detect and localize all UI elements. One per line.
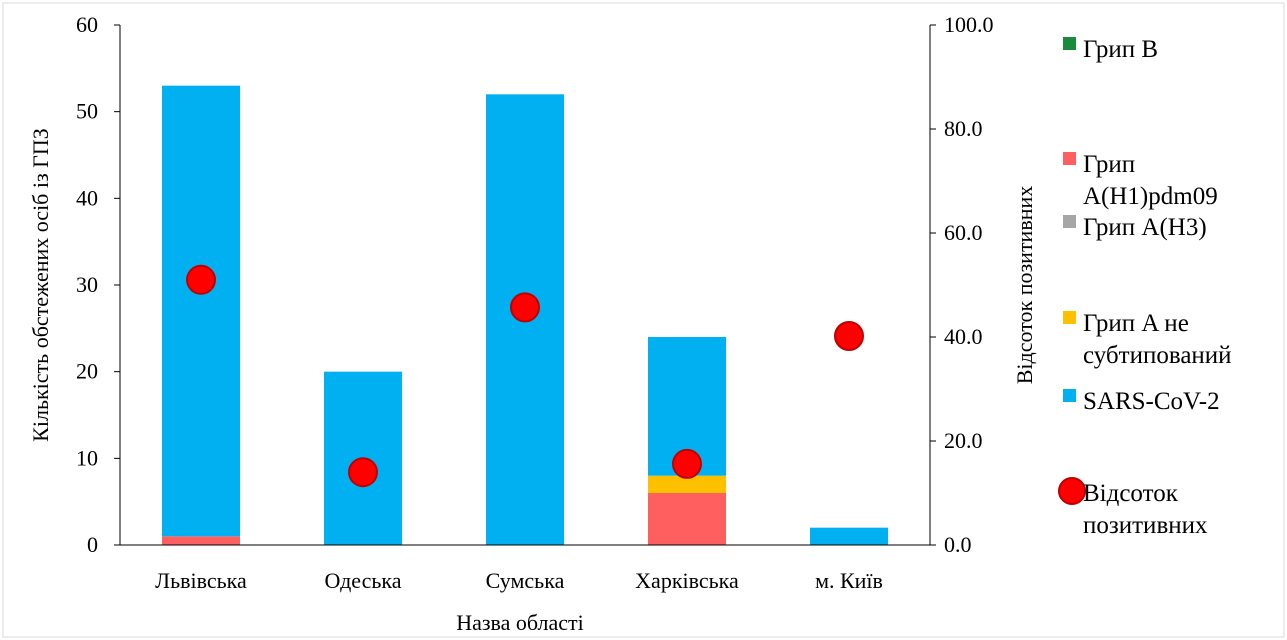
x-tick-label: Сумська xyxy=(486,568,565,593)
bar-грип-a-h1-pdm09-4 xyxy=(648,493,726,545)
legend-label: SARS-CoV-2 xyxy=(1083,388,1220,415)
legend-item-відсоток-позитивних: Відсоток позитивних xyxy=(1058,477,1208,539)
legend-item-грип-a-h1-pdm09: Грип A(H1)pdm09 xyxy=(1063,151,1218,210)
legend-label: позитивних xyxy=(1083,512,1208,539)
point-відсоток-позитивних-5 xyxy=(834,320,864,351)
point-відсоток-позитивних-3 xyxy=(510,292,540,323)
legend-label: Грип A(H3) xyxy=(1083,214,1207,241)
y2-tick-label: 100.0 xyxy=(944,12,994,37)
legend: Грип B Грип A(H1)pdm09 Грип A(H3) Грип A не с… xyxy=(1058,36,1232,539)
y-tick-label: 10 xyxy=(76,445,98,470)
bar-грип-a-не-субтипований-4 xyxy=(648,475,726,493)
y2-axis-title: Відсоток позитивних xyxy=(1012,186,1037,385)
legend-swatch xyxy=(1063,215,1076,228)
y2-tick-label: 20.0 xyxy=(944,428,983,453)
y2-tick-label: 60.0 xyxy=(944,220,983,245)
legend-label: Грип xyxy=(1083,151,1135,178)
point-відсоток-позитивних-2 xyxy=(348,457,378,488)
points-layer xyxy=(186,264,864,488)
ticks-layer: 0 10 20 30 40 50 60 0.0 20.0 40.0 60.0 80.0 100.0 Льв… xyxy=(76,12,994,593)
bar-sars-cov-2-1 xyxy=(162,85,240,537)
x-tick-label: Львівська xyxy=(155,568,247,593)
y2-tick-label: 0.0 xyxy=(944,532,972,557)
y-tick-label: 40 xyxy=(76,185,98,210)
legend-item-грип-a-h3: Грип A(H3) xyxy=(1063,214,1207,241)
legend-item-sars-cov-2: SARS-CoV-2 xyxy=(1063,388,1220,415)
point-відсоток-позитивних-4 xyxy=(672,448,702,479)
point-відсоток-позитивних-1 xyxy=(186,264,216,295)
legend-item-грип-b: Грип B xyxy=(1063,36,1158,63)
bar-sars-cov-2-5 xyxy=(810,527,888,545)
legend-label: субтипований xyxy=(1083,342,1232,369)
legend-swatch xyxy=(1063,152,1076,165)
x-tick-label: м. Київ xyxy=(815,568,883,593)
legend-label: Грип B xyxy=(1083,36,1158,63)
x-axis-title: Назва області xyxy=(456,610,584,635)
legend-label: Відсоток xyxy=(1083,480,1179,507)
bar-грип-a-h1-pdm09-1 xyxy=(162,536,240,545)
legend-label: Грип A не xyxy=(1083,310,1189,337)
y-tick-label: 0 xyxy=(87,532,98,557)
y-axis-title: Кількість обстежених осіб із ГПЗ xyxy=(28,128,53,442)
y-tick-label: 20 xyxy=(76,359,98,384)
x-tick-label: Одеська xyxy=(324,568,401,593)
legend-swatch xyxy=(1063,389,1076,402)
x-tick-label: Харківська xyxy=(635,568,739,593)
y-tick-label: 30 xyxy=(76,272,98,297)
legend-swatch xyxy=(1063,37,1076,50)
y-tick-label: 50 xyxy=(76,99,98,124)
legend-item-грип-a-не-субтипований: Грип A не субтипований xyxy=(1063,310,1232,369)
y2-tick-label: 80.0 xyxy=(944,116,983,141)
y2-tick-label: 40.0 xyxy=(944,324,983,349)
bars-layer xyxy=(162,85,888,545)
legend-marker xyxy=(1058,477,1086,505)
legend-swatch xyxy=(1063,311,1076,324)
legend-label: A(H1)pdm09 xyxy=(1083,183,1218,210)
y-tick-label: 60 xyxy=(76,12,98,37)
